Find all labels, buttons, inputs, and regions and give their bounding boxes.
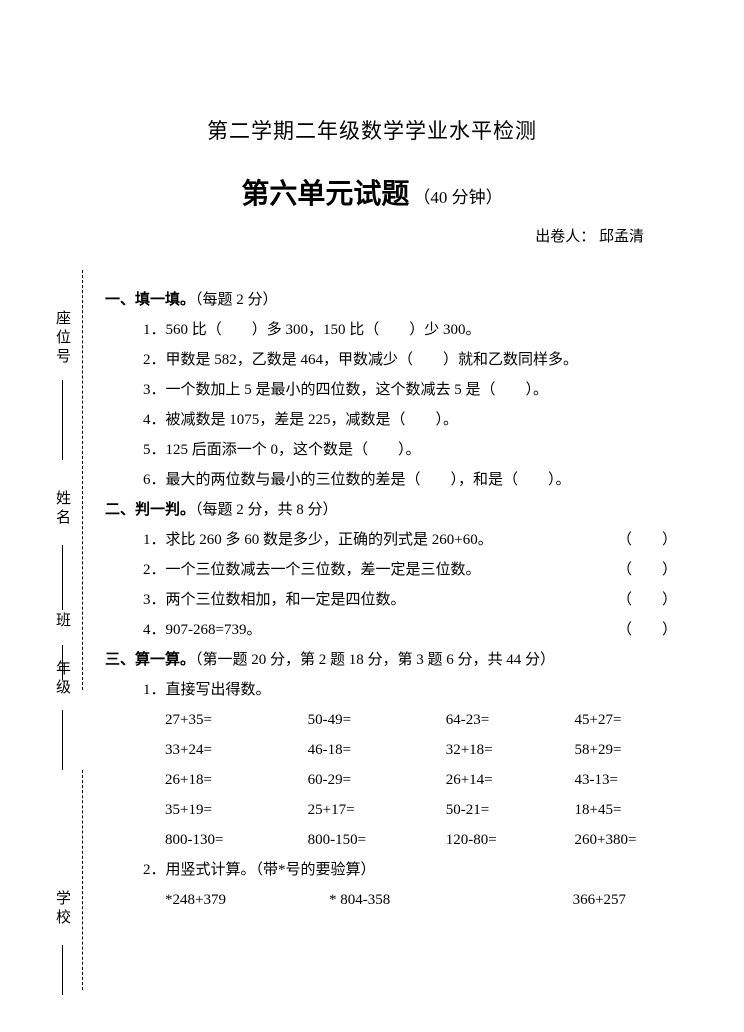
- sec1-note: （每题 2 分）: [195, 292, 278, 308]
- side-underline-grade: [62, 710, 63, 770]
- sec1-q5: 5．125 后面添一个 0，这个数是（ ）。: [105, 435, 685, 465]
- calc-cell: 32+18=: [446, 735, 575, 765]
- calc2-cell: * 804-358: [329, 885, 573, 915]
- sec2-q3-text: 3．两个三位数相加，和一定是四位数。: [143, 585, 617, 615]
- calc-cell: 800-130=: [165, 825, 308, 855]
- calc-cell: 43-13=: [575, 765, 685, 795]
- sec1-q2: 2．甲数是 582，乙数是 464，甲数减少（ ）就和乙数同样多。: [105, 345, 685, 375]
- calc-cell: 50-21=: [446, 795, 575, 825]
- sec3-sub1: 1．直接写出得数。: [105, 675, 685, 705]
- sec3-sub2: 2．用竖式计算。（带*号的要验算）: [105, 855, 685, 885]
- sec3-note: （第一题 20 分，第 2 题 18 分，第 3 题 6 分，共 44 分）: [195, 652, 555, 668]
- page-subtitle: 第二学期二年级数学学业水平检测: [0, 115, 744, 145]
- sec2-title: 二、判一判。: [105, 501, 195, 518]
- calc-cell: 120-80=: [446, 825, 575, 855]
- calc-cell: 260+380=: [575, 825, 685, 855]
- calc-cell: 27+35=: [165, 705, 308, 735]
- content: 一、填一填。（每题 2 分） 1．560 比（ ）多 300，150 比（ ）少…: [105, 285, 685, 915]
- calc-row-2: 26+18=60-29=26+14=43-13=: [105, 765, 685, 795]
- section-1-heading: 一、填一填。（每题 2 分）: [105, 285, 685, 315]
- title-time: （40 分钟）: [413, 188, 502, 207]
- sec2-q4-text: 4．907-268=739。: [143, 615, 617, 645]
- binding-line-top: [82, 270, 83, 690]
- calc-cell: 58+29=: [575, 735, 685, 765]
- side-underline-name: [62, 545, 63, 610]
- author-line: 出卷人： 邱孟清: [535, 225, 644, 246]
- section-3-heading: 三、算一算。（第一题 20 分，第 2 题 18 分，第 3 题 6 分，共 4…: [105, 645, 685, 675]
- calc-cell: 45+27=: [575, 705, 685, 735]
- sec1-q4: 4．被减数是 1075，差是 225，减数是（ ）。: [105, 405, 685, 435]
- sec2-q1-paren: （ ）: [617, 525, 677, 555]
- author-label: 出卷人：: [535, 229, 595, 245]
- sec2-q2-text: 2．一个三位数减去一个三位数，差一定是三位数。: [143, 555, 617, 585]
- calc-row-4: 800-130=800-150=120-80=260+380=: [105, 825, 685, 855]
- side-label-class: 班: [52, 612, 73, 631]
- calc-cell: 26+14=: [446, 765, 575, 795]
- calc-cell: 26+18=: [165, 765, 308, 795]
- side-label-seat: 座位号: [52, 310, 73, 367]
- sec1-q3: 3．一个数加上 5 是最小的四位数，这个数减去 5 是（ ）。: [105, 375, 685, 405]
- section-2-heading: 二、判一判。（每题 2 分，共 8 分）: [105, 495, 685, 525]
- sec2-q3-paren: （ ）: [617, 585, 677, 615]
- calc-cell: 800-150=: [308, 825, 446, 855]
- side-underline-seat: [62, 380, 63, 460]
- sec1-q6: 6．最大的两位数与最小的三位数的差是（ ），和是（ ）。: [105, 465, 685, 495]
- calc-cell: 18+45=: [575, 795, 685, 825]
- calc-row-1: 33+24=46-18=32+18=58+29=: [105, 735, 685, 765]
- calc2-cell: 366+257: [573, 885, 685, 915]
- calc-cell: 33+24=: [165, 735, 308, 765]
- calc-cell: 64-23=: [446, 705, 575, 735]
- sec2-q4: 4．907-268=739。（ ）: [105, 615, 685, 645]
- calc2-cell: *248+379: [165, 885, 329, 915]
- side-label-grade: 年级: [52, 660, 73, 698]
- calc-cell: 46-18=: [308, 735, 446, 765]
- calc-cell: 60-29=: [308, 765, 446, 795]
- calc-row-0: 27+35=50-49=64-23=45+27=: [105, 705, 685, 735]
- sec2-note: （每题 2 分，共 8 分）: [195, 502, 338, 518]
- sec1-q1: 1．560 比（ ）多 300，150 比（ ）少 300。: [105, 315, 685, 345]
- sec2-q1-text: 1．求比 260 多 60 数是多少，正确的列式是 260+60。: [143, 525, 617, 555]
- calc-row-3: 35+19=25+17=50-21=18+45=: [105, 795, 685, 825]
- author-name: 邱孟清: [599, 229, 644, 245]
- calc-cell: 50-49=: [308, 705, 446, 735]
- sec2-q1: 1．求比 260 多 60 数是多少，正确的列式是 260+60。（ ）: [105, 525, 685, 555]
- page-title: 第六单元试题 （40 分钟）: [0, 172, 744, 212]
- side-underline-school: [62, 945, 63, 995]
- sec1-title: 一、填一填。: [105, 291, 195, 308]
- page: 座位号 姓名 班 年级 学校 第二学期二年级数学学业水平检测 第六单元试题 （4…: [0, 0, 744, 1032]
- side-label-school: 学校: [52, 890, 73, 928]
- title-main: 第六单元试题: [241, 178, 409, 209]
- binding-line-bottom: [82, 770, 83, 990]
- calc2-row: *248+379* 804-358366+257: [105, 885, 685, 915]
- sec2-q2: 2．一个三位数减去一个三位数，差一定是三位数。（ ）: [105, 555, 685, 585]
- sec2-q3: 3．两个三位数相加，和一定是四位数。（ ）: [105, 585, 685, 615]
- side-label-name: 姓名: [52, 490, 73, 528]
- sec2-q2-paren: （ ）: [617, 555, 677, 585]
- sec2-q4-paren: （ ）: [617, 615, 677, 645]
- sec3-title: 三、算一算。: [105, 651, 195, 668]
- calc-cell: 25+17=: [308, 795, 446, 825]
- calc-cell: 35+19=: [165, 795, 308, 825]
